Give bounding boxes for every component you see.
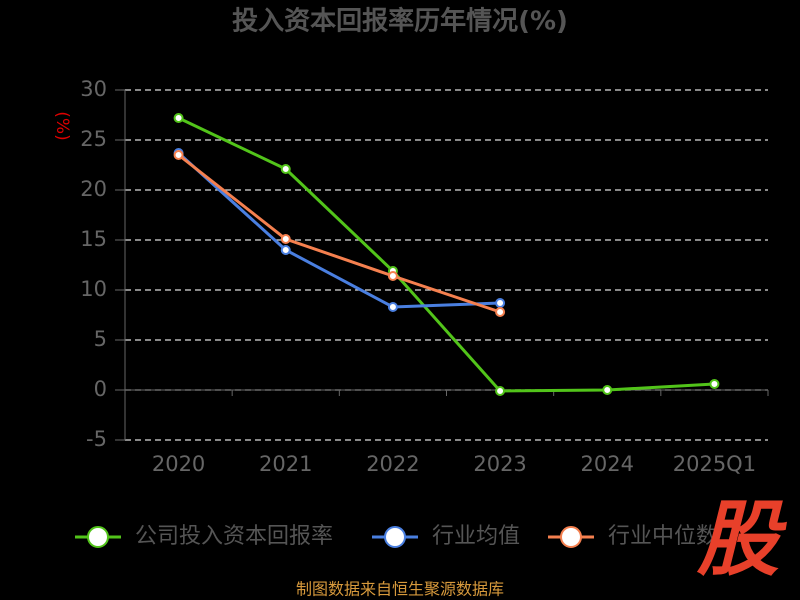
series-line <box>177 116 715 393</box>
legend-label: 公司投入资本回报率 <box>135 524 333 549</box>
source-note: 制图数据来自恒生聚源数据库 <box>296 580 504 599</box>
data-point <box>495 307 506 317</box>
legend-marker <box>560 526 582 548</box>
y-tick-label: 5 <box>94 327 107 351</box>
legend-marker <box>384 526 406 548</box>
data-point <box>280 164 291 174</box>
data-point <box>387 302 398 312</box>
x-tick-label: 2022 <box>366 452 419 476</box>
data-point <box>495 298 506 308</box>
data-point <box>280 245 291 255</box>
x-tick-label: 2021 <box>259 452 312 476</box>
data-point <box>173 113 184 123</box>
y-tick-label: 20 <box>80 177 107 201</box>
y-tick-label: 25 <box>80 127 107 151</box>
series-line <box>177 153 501 314</box>
data-point <box>280 234 291 244</box>
x-tick-label: 2025Q1 <box>673 452 756 476</box>
y-tick-label: -5 <box>86 427 107 451</box>
watermark: 股 <box>696 492 787 587</box>
data-point <box>173 150 184 160</box>
legend-marker <box>87 526 109 548</box>
x-tick-label: 2024 <box>581 452 634 476</box>
y-tick-label: 15 <box>80 227 107 251</box>
legend-label: 行业中位数 <box>608 524 718 549</box>
legend-label: 行业均值 <box>432 524 520 549</box>
series-line <box>177 151 501 309</box>
y-axis-label: (%) <box>52 111 72 140</box>
x-tick-label: 2020 <box>152 452 205 476</box>
y-tick-label: 0 <box>94 377 107 401</box>
chart-title: 投入资本回报率历年情况(%) <box>232 6 568 37</box>
x-tick-label: 2023 <box>473 452 526 476</box>
y-tick-label: 30 <box>80 77 107 101</box>
data-point <box>495 386 506 396</box>
data-point <box>602 385 613 395</box>
data-point <box>709 379 720 389</box>
data-point <box>387 271 398 281</box>
y-tick-label: 10 <box>80 277 107 301</box>
